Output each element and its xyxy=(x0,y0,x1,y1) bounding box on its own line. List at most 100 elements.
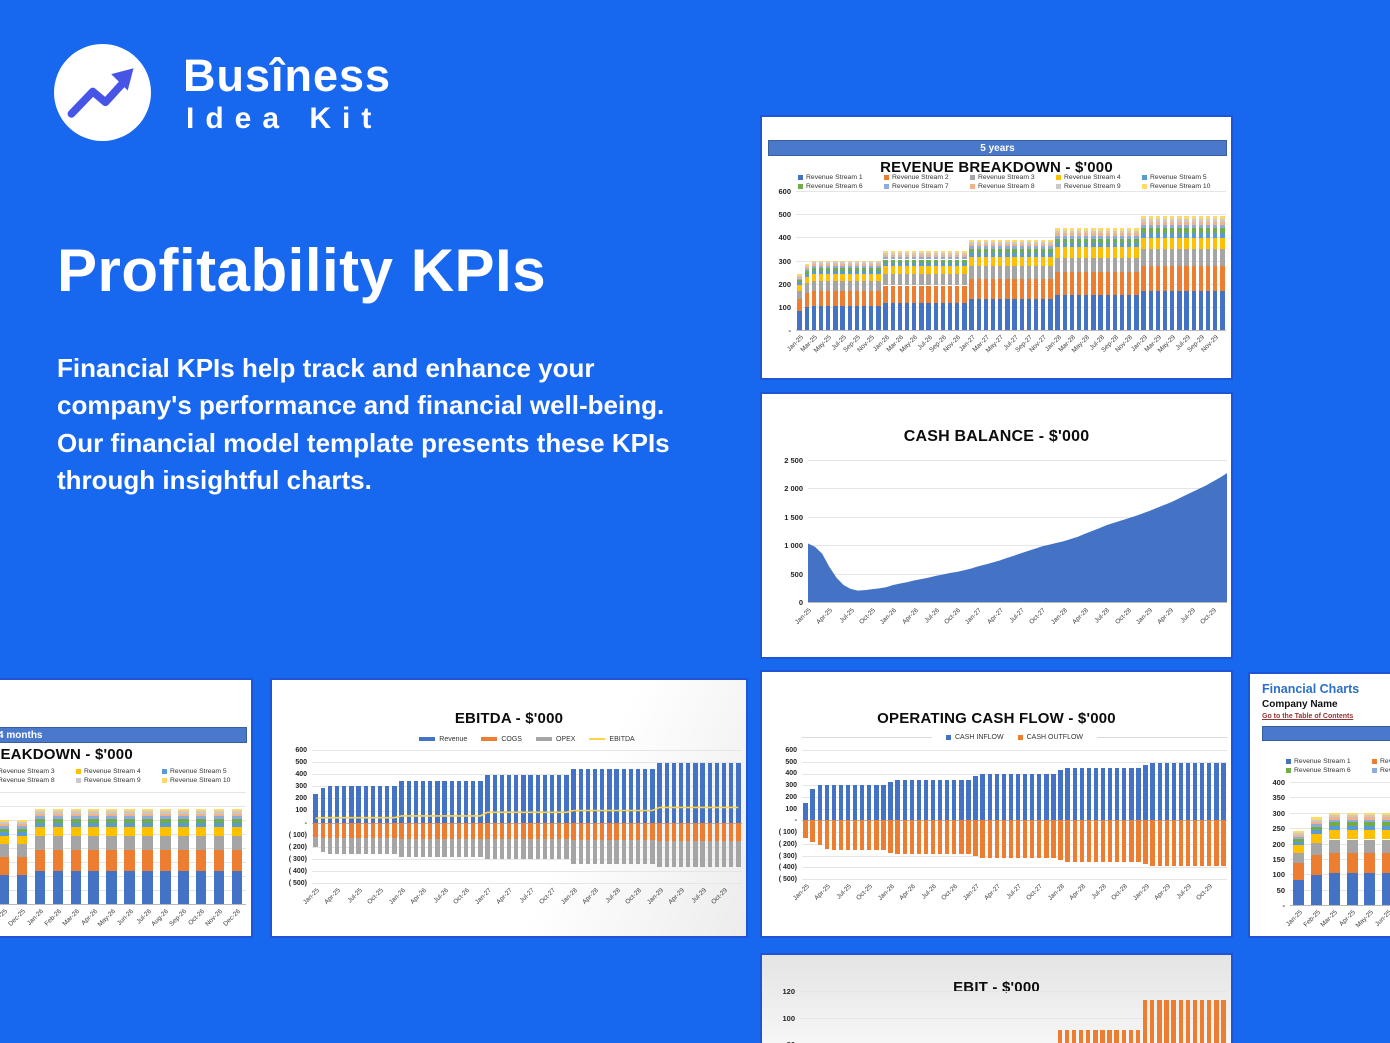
legend-marker xyxy=(1142,175,1147,180)
bar-segment xyxy=(1198,216,1204,220)
x-axis-label: Apr-26 xyxy=(900,607,920,626)
bar-segment xyxy=(1364,817,1376,820)
bar-segment xyxy=(356,786,361,823)
bar-segment xyxy=(912,257,917,260)
bar-segment xyxy=(1122,768,1127,821)
area-series xyxy=(808,473,1227,602)
bar-segment xyxy=(811,290,817,306)
bar-segment xyxy=(485,822,490,840)
bar-segment xyxy=(499,822,505,840)
bar-segment xyxy=(70,811,82,814)
bar-segment xyxy=(1107,768,1113,821)
bar-segment xyxy=(1205,232,1211,239)
bar-segment xyxy=(1148,216,1153,220)
legend-item: Revenue Stream 1 xyxy=(798,174,884,181)
bar-segment xyxy=(721,840,727,867)
bar-segment xyxy=(904,251,910,254)
gridline xyxy=(312,750,742,751)
bar-segment xyxy=(810,820,815,843)
bar-segment xyxy=(213,813,225,816)
bar-segment xyxy=(804,267,809,269)
legend-marker xyxy=(1286,768,1291,773)
bar-segment xyxy=(435,838,440,857)
bar-segment xyxy=(349,786,354,823)
bar-segment xyxy=(1012,246,1017,250)
bar-segment xyxy=(861,267,867,271)
financial-charts-card: Financial Charts Company Name Go to the … xyxy=(1248,672,1390,938)
bar-segment xyxy=(557,839,562,860)
y-axis-label: 150 xyxy=(1272,854,1285,864)
bar-segment xyxy=(804,268,809,271)
bar-segment xyxy=(826,263,831,266)
bar-segment xyxy=(657,840,662,867)
bar-segment xyxy=(693,840,698,867)
x-axis-label: Oct-25 xyxy=(858,607,877,626)
legend-label: Revenue Stream 2 xyxy=(892,174,949,181)
bar-segment xyxy=(1220,216,1225,220)
ebit-chart: 12010080604020-Jan-25Apr-25Jul-25Oct-25J… xyxy=(762,955,1231,1043)
bar-segment xyxy=(980,820,985,858)
bar-segment xyxy=(1382,812,1390,816)
bar-segment xyxy=(499,839,505,860)
y-axis-label: 200 xyxy=(778,279,791,289)
bar-segment xyxy=(1022,774,1028,821)
table-of-contents-link[interactable]: Go to the Table of Contents xyxy=(1262,713,1354,720)
gridline xyxy=(0,876,246,877)
bar-segment xyxy=(736,763,741,823)
bar-segment xyxy=(363,838,368,854)
bar-segment xyxy=(729,840,734,867)
y-axis-label: ( 400) xyxy=(778,864,797,872)
bar-segment xyxy=(919,266,924,275)
bar-segment xyxy=(994,820,999,858)
bar-segment xyxy=(88,808,99,812)
bar-segment xyxy=(1155,232,1161,239)
bar-segment xyxy=(377,822,383,839)
bar-segment xyxy=(657,763,662,823)
bar-segment xyxy=(420,781,426,823)
bar-segment xyxy=(1033,244,1039,247)
bar-segment xyxy=(1005,246,1010,250)
legend-item: Revenue Stream 8 xyxy=(0,777,76,784)
bar-segment xyxy=(1164,1000,1169,1043)
bar-segment xyxy=(1162,290,1168,330)
bar-segment xyxy=(840,273,845,281)
bar-segment xyxy=(962,255,967,258)
bar-segment xyxy=(0,875,10,904)
bar-segment xyxy=(1114,1029,1119,1043)
bar-segment xyxy=(1112,247,1118,258)
bar-segment xyxy=(313,822,318,838)
legend-marker xyxy=(1286,759,1291,764)
bar-segment xyxy=(1205,216,1211,220)
bar-segment xyxy=(1191,238,1196,250)
bar-segment xyxy=(797,282,802,285)
bar-segment xyxy=(0,824,10,827)
bar-segment xyxy=(926,259,931,263)
bar-segment xyxy=(1141,222,1146,225)
bar-segment xyxy=(904,253,910,256)
bar-segment xyxy=(1221,820,1226,866)
bar-segment xyxy=(1170,249,1175,266)
bar-segment xyxy=(926,266,931,275)
bar-segment xyxy=(231,811,243,814)
bar-segment xyxy=(1155,225,1161,229)
legend-item: Revenue Stream 7 xyxy=(1372,767,1390,774)
bar-segment xyxy=(124,850,135,872)
bar-segment xyxy=(1191,265,1196,291)
bar-segment xyxy=(1382,852,1390,874)
legend-label: Revenue Stream 2 xyxy=(1380,758,1390,765)
bar-segment xyxy=(1012,252,1017,257)
x-axis-label: Apr-28 xyxy=(581,887,601,906)
bar-segment xyxy=(1055,247,1060,258)
bar-segment xyxy=(1098,242,1103,248)
bar-segment xyxy=(1058,769,1063,821)
bar-segment xyxy=(399,838,404,857)
gridline xyxy=(312,870,742,872)
bar-segment xyxy=(327,838,333,854)
bar-segment xyxy=(678,840,684,867)
bar-segment xyxy=(195,850,207,872)
bar-segment xyxy=(1141,216,1146,220)
bar-segment xyxy=(70,836,82,851)
legend-marker xyxy=(535,737,552,741)
bar-segment xyxy=(1346,839,1358,853)
